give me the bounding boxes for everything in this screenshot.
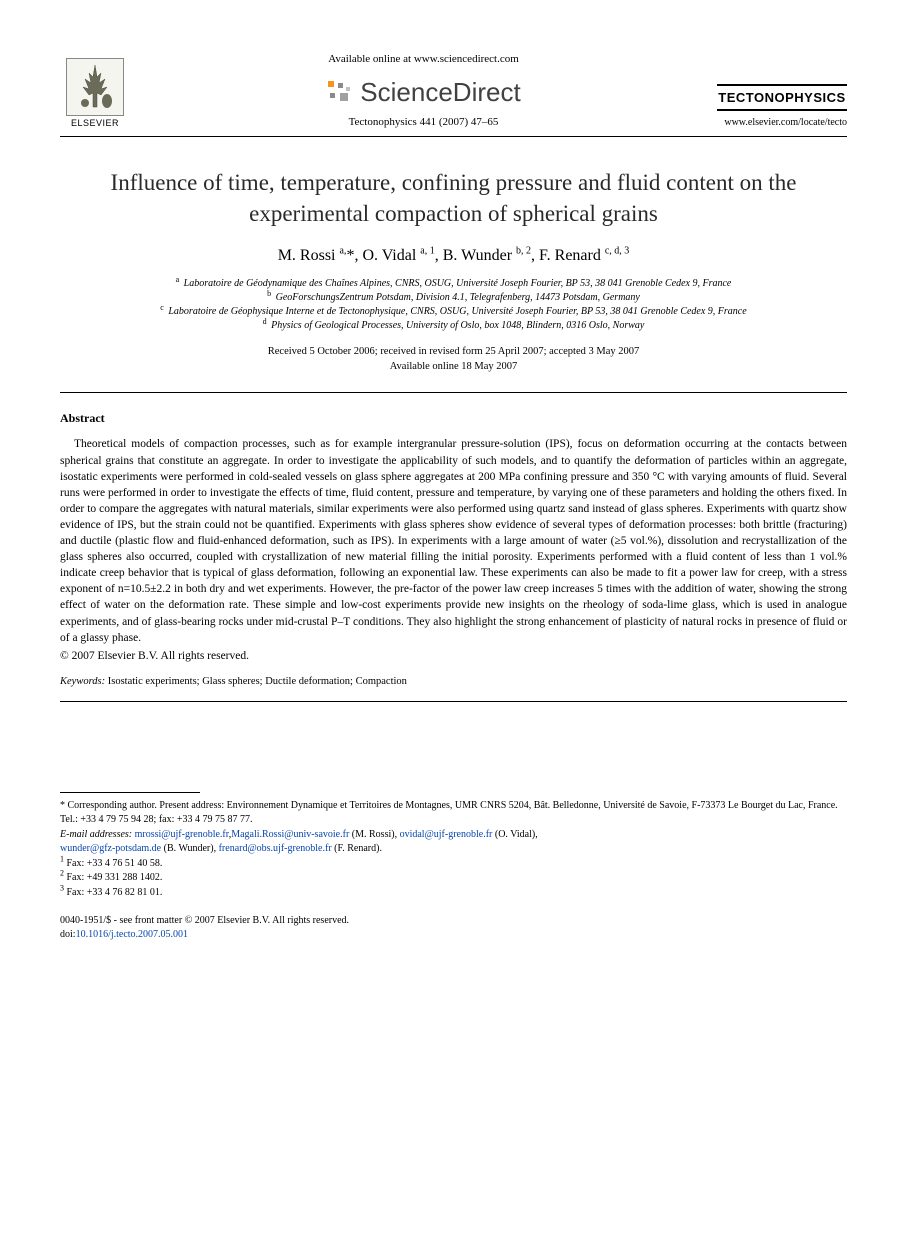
affiliation-line: c Laboratoire de Géophysique Interne et … <box>60 305 847 319</box>
footnote-rule <box>60 792 200 793</box>
header-rule <box>60 136 847 137</box>
dates-received: Received 5 October 2006; received in rev… <box>60 345 847 360</box>
elsevier-tree-icon <box>66 58 124 116</box>
email-link[interactable]: wunder@gfz-potsdam.de <box>60 843 161 854</box>
corresponding-author-note: * Corresponding author. Present address:… <box>60 799 847 828</box>
header-row: ELSEVIER Available online at www.science… <box>60 50 847 128</box>
doi-link[interactable]: 10.1016/j.tecto.2007.05.001 <box>76 929 189 940</box>
keywords-line: Keywords: Isostatic experiments; Glass s… <box>60 676 847 687</box>
affiliations: a Laboratoire de Géodynamique des Chaîne… <box>60 277 847 333</box>
article-title: Influence of time, temperature, confinin… <box>80 167 827 229</box>
dates-available: Available online 18 May 2007 <box>60 360 847 375</box>
journal-name: TECTONOPHYSICS <box>717 90 847 105</box>
abstract-body: Theoretical models of compaction process… <box>60 436 847 645</box>
footer: 0040-1951/$ - see front matter © 2007 El… <box>60 914 847 942</box>
keywords-rule <box>60 701 847 702</box>
elsevier-label: ELSEVIER <box>71 118 119 128</box>
keywords-label: Keywords: <box>60 676 105 687</box>
email-link[interactable]: mrossi@ujf-grenoble.fr <box>135 829 229 840</box>
page-container: ELSEVIER Available online at www.science… <box>0 0 907 982</box>
footer-doi-line: doi:10.1016/j.tecto.2007.05.001 <box>60 928 847 942</box>
email-link[interactable]: ovidal@ujf-grenoble.fr <box>400 829 493 840</box>
abstract-copyright: © 2007 Elsevier B.V. All rights reserved… <box>60 650 847 662</box>
journal-url: www.elsevier.com/locate/tecto <box>717 117 847 128</box>
affiliation-line: b GeoForschungsZentrum Potsdam, Division… <box>60 291 847 305</box>
sciencedirect-logo: ScienceDirect <box>130 77 717 108</box>
sciencedirect-icon <box>326 79 354 107</box>
abstract-heading: Abstract <box>60 411 847 426</box>
abstract-top-rule <box>60 392 847 393</box>
dates: Received 5 October 2006; received in rev… <box>60 345 847 374</box>
fax-line: 1 Fax: +33 4 76 51 40 58. <box>60 857 847 872</box>
email-line: E-mail addresses: mrossi@ujf-grenoble.fr… <box>60 828 847 857</box>
journal-name-box: TECTONOPHYSICS <box>717 84 847 111</box>
sciencedirect-text: ScienceDirect <box>360 77 520 108</box>
affiliation-line: a Laboratoire de Géodynamique des Chaîne… <box>60 277 847 291</box>
email-link[interactable]: Magali.Rossi@univ-savoie.fr <box>231 829 349 840</box>
journal-citation: Tectonophysics 441 (2007) 47–65 <box>130 116 717 128</box>
footnotes: * Corresponding author. Present address:… <box>60 792 847 901</box>
doi-label: doi: <box>60 929 76 940</box>
fax-line: 2 Fax: +49 331 288 1402. <box>60 871 847 886</box>
journal-box: TECTONOPHYSICS www.elsevier.com/locate/t… <box>717 84 847 128</box>
keywords-text: Isostatic experiments; Glass spheres; Du… <box>108 676 407 687</box>
email-link[interactable]: frenard@obs.ujf-grenoble.fr <box>219 843 332 854</box>
authors-line: M. Rossi a,*, O. Vidal a, 1, B. Wunder b… <box>60 247 847 265</box>
affiliation-line: d Physics of Geological Processes, Unive… <box>60 319 847 333</box>
available-online-text: Available online at www.sciencedirect.co… <box>130 53 717 65</box>
fax-lines: 1 Fax: +33 4 76 51 40 58.2 Fax: +49 331 … <box>60 857 847 901</box>
elsevier-logo: ELSEVIER <box>60 50 130 128</box>
header-center: Available online at www.sciencedirect.co… <box>130 53 717 128</box>
footer-front-matter: 0040-1951/$ - see front matter © 2007 El… <box>60 914 847 928</box>
fax-line: 3 Fax: +33 4 76 82 81 01. <box>60 886 847 901</box>
